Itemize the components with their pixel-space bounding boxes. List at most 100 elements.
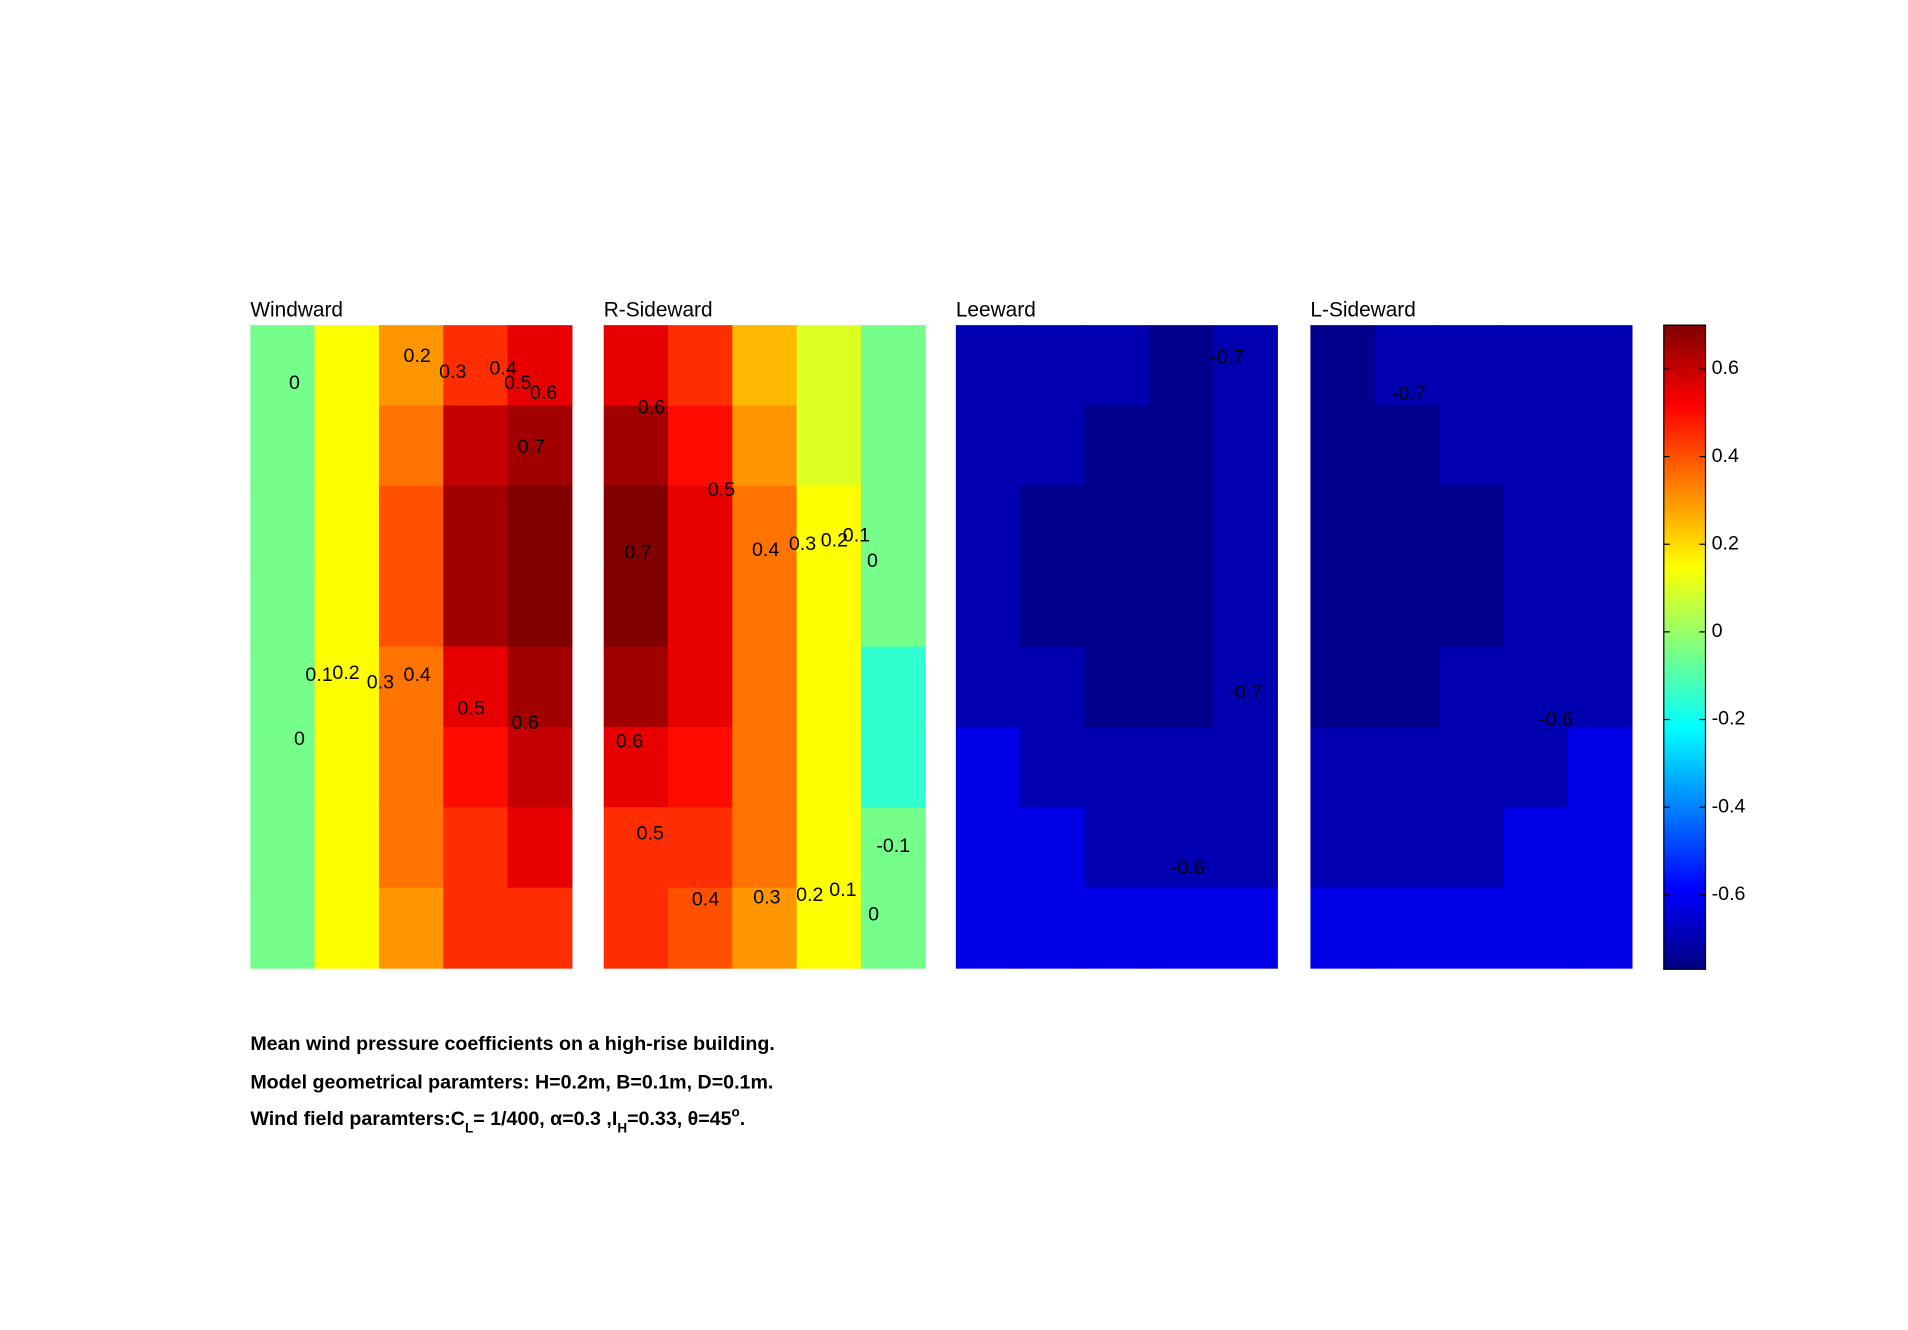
caption-subscript: H [617, 1120, 627, 1135]
contour-cell [1148, 807, 1214, 889]
contour-cell [1213, 325, 1278, 407]
contour-cell [732, 566, 798, 648]
contour-cell [732, 325, 798, 407]
contour-cell [1148, 646, 1214, 728]
caption-superscript: o [732, 1105, 740, 1120]
contour-cell [250, 566, 316, 648]
colorbar-tick-label: 0 [1712, 620, 1723, 642]
contour-cell [796, 405, 862, 487]
panel: Leeward -0.7 -0.7 -0.6 [955, 299, 1278, 969]
contour-cell [250, 405, 316, 487]
contour-cell [1567, 887, 1633, 969]
contour-cell [1567, 405, 1633, 487]
panel-title: L-Sideward [1310, 299, 1415, 322]
contour-cell [1503, 807, 1569, 889]
contour-cell [507, 325, 573, 407]
contour-cell [314, 566, 380, 648]
contour-label: 0.3 [367, 672, 394, 694]
contour-cell [314, 325, 380, 407]
contour-cell [443, 887, 509, 969]
contour-cell [507, 887, 573, 969]
contour-label: 0 [289, 372, 300, 394]
contour-cell [443, 646, 509, 728]
contour-cell [1310, 566, 1376, 648]
contour-cell [1084, 807, 1150, 889]
caption-subscript: L [465, 1120, 473, 1135]
contour-cell [1374, 566, 1440, 648]
contour-label: 0.3 [439, 361, 466, 383]
contour-cell [1020, 646, 1086, 728]
contour-cell [378, 646, 444, 728]
contour-cell [1084, 566, 1150, 648]
contour-cell [603, 405, 669, 487]
contour-cell [603, 646, 669, 728]
contour-label: -0.1 [876, 835, 910, 857]
contour-cell [1310, 807, 1376, 889]
contour-cell [603, 807, 669, 889]
contour-cell [1439, 807, 1504, 889]
colorbar-tick-label: -0.6 [1712, 883, 1746, 905]
contour-cell [860, 726, 926, 808]
contour-cell [732, 405, 798, 487]
contour-cell [860, 485, 926, 567]
contour-cell [1084, 726, 1150, 808]
contour-cell [443, 726, 509, 808]
contour-label: 0.4 [404, 664, 431, 686]
contour-cell [1148, 887, 1214, 969]
contour-cell [1084, 405, 1150, 487]
contour-cell [1503, 405, 1569, 487]
contour-cell [955, 646, 1021, 728]
contour-cell [378, 485, 444, 567]
contour-cell [860, 807, 926, 889]
contour-cell [1439, 566, 1504, 648]
contour-cell [668, 646, 733, 728]
panel-title: Leeward [956, 299, 1036, 322]
contour-cell [1213, 405, 1278, 487]
contour-cell [603, 726, 669, 808]
contour-cell [1020, 807, 1086, 889]
contour-cell [1567, 726, 1633, 808]
contour-label: -0.7 [1228, 681, 1262, 703]
contour-cell [1020, 887, 1086, 969]
contour-cell [378, 726, 444, 808]
contour-label: 0 [867, 550, 878, 572]
contour-cell [250, 887, 316, 969]
contour-cell [1084, 325, 1150, 407]
contour-label: 0.4 [692, 889, 719, 911]
contour-label: 0.3 [753, 886, 780, 908]
contour-cell [860, 887, 926, 969]
contour-cell [1310, 405, 1376, 487]
contour-label: 0.6 [530, 382, 557, 404]
contour-cell [732, 726, 798, 808]
contour-cell [1148, 485, 1214, 567]
caption: Wind field paramters:CL= 1/400, α=0.3 ,I… [250, 1105, 745, 1136]
contour-cell [1310, 325, 1376, 407]
contour-cell [443, 566, 509, 648]
contour-cell [1567, 646, 1633, 728]
contour-cell [1148, 726, 1214, 808]
contour-cell [1213, 887, 1278, 969]
panel-title: Windward [250, 299, 343, 322]
contour-label: 0.1 [829, 879, 856, 901]
contour-label: 0.5 [458, 697, 485, 719]
contour-cell [443, 485, 509, 567]
contour-cell [507, 807, 573, 889]
contour-cell [1374, 887, 1440, 969]
contour-cell [507, 726, 573, 808]
caption: Model geometrical paramters: H=0.2m, B=0… [250, 1071, 773, 1093]
contour-cell [1084, 485, 1150, 567]
contour-label: 0.2 [404, 345, 431, 367]
contour-cell [1374, 405, 1440, 487]
contour-label: 0 [294, 728, 305, 750]
contour-cell [1503, 566, 1569, 648]
contour-cell [603, 325, 669, 407]
contour-cell [314, 807, 380, 889]
contour-cell [1020, 325, 1086, 407]
contour-cell [1020, 405, 1086, 487]
contour-cell [1213, 646, 1278, 728]
contour-cell [1213, 485, 1278, 567]
contour-cell [732, 887, 798, 969]
contour-cell [732, 646, 798, 728]
caption-part: . [740, 1108, 745, 1130]
